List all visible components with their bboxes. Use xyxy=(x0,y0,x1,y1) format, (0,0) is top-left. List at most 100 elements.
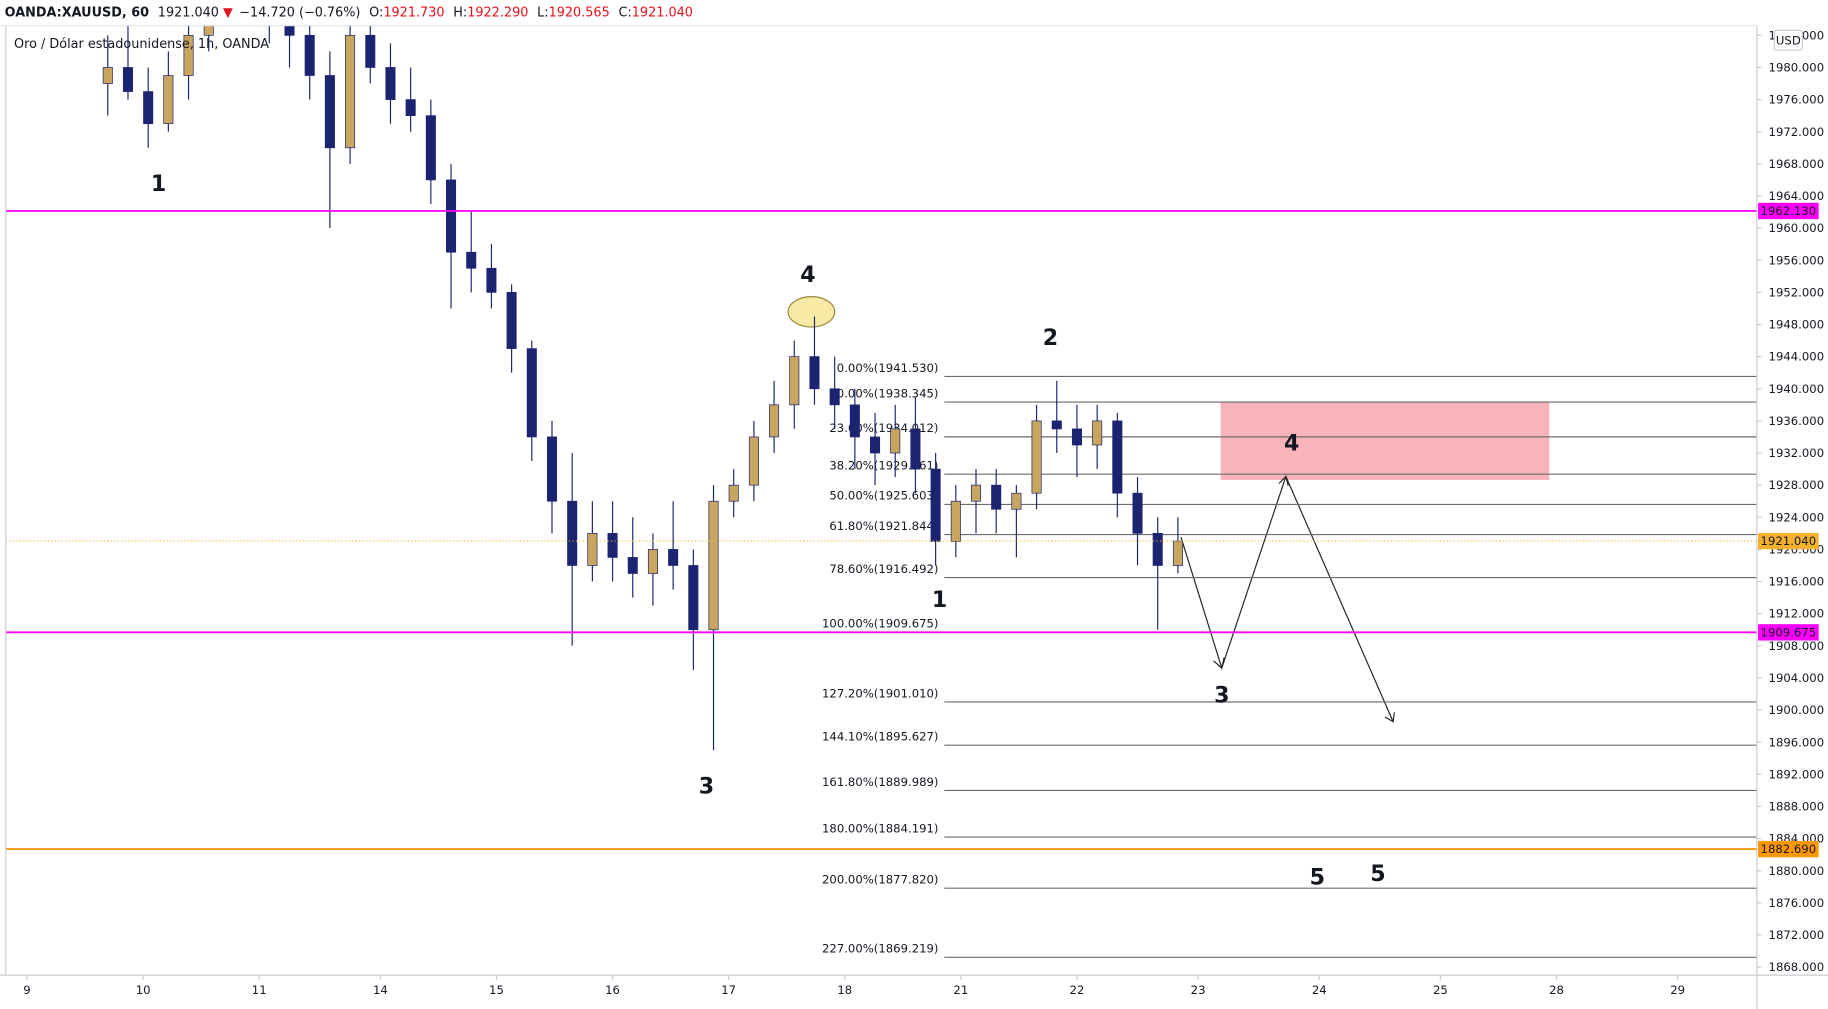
candle-body xyxy=(950,500,961,542)
x-tick-label: 28 xyxy=(1549,983,1564,997)
fib-label: 127.20%(1901.010) xyxy=(822,686,938,700)
wave-label: 2 xyxy=(1043,325,1058,351)
candle-body xyxy=(284,25,295,36)
x-tick-label: 22 xyxy=(1070,983,1085,997)
y-tick-label: 1968.000 xyxy=(1769,157,1825,171)
projection-path xyxy=(1180,474,1394,722)
price-tag xyxy=(1758,202,1819,220)
fib-label: 38.20%(1929.361) xyxy=(829,459,938,473)
y-tick-label: 1948.000 xyxy=(1769,318,1825,332)
y-tick-label: 1912.000 xyxy=(1769,607,1825,621)
wave-label: 1 xyxy=(932,587,947,613)
y-tick-label: 1928.000 xyxy=(1769,478,1825,492)
candle-body xyxy=(1112,420,1123,494)
wave-label: 4 xyxy=(1284,430,1299,456)
x-tick-label: 25 xyxy=(1433,983,1448,997)
candle-body xyxy=(668,549,679,566)
candle-body xyxy=(546,436,558,502)
x-tick-label: 15 xyxy=(489,983,504,997)
candle-body xyxy=(1092,420,1103,446)
x-tick-label: 29 xyxy=(1670,983,1685,997)
fib-label: 78.60%(1916.492) xyxy=(829,562,938,576)
candle-body xyxy=(446,179,457,253)
ohlc-value: 1921.040 xyxy=(632,5,693,20)
ohlc-label: C: xyxy=(619,5,632,20)
y-tick-label: 1936.000 xyxy=(1769,414,1825,428)
x-tick-label: 9 xyxy=(23,983,30,997)
x-tick-label: 21 xyxy=(953,983,968,997)
wave-label: 3 xyxy=(699,774,714,800)
candle-body xyxy=(728,484,739,502)
candle-body xyxy=(708,500,719,631)
candle-body xyxy=(1172,540,1183,566)
price-tag xyxy=(1758,840,1819,858)
candle-body xyxy=(930,468,941,542)
x-tick-label: 10 xyxy=(136,983,151,997)
candle-body xyxy=(183,34,194,76)
candle-body xyxy=(829,388,840,406)
candle-body xyxy=(567,500,578,566)
x-tick-label: 24 xyxy=(1312,983,1327,997)
ohlc-value: 1921.730 xyxy=(383,5,444,20)
candle-body xyxy=(769,404,780,438)
currency-box[interactable] xyxy=(1773,29,1803,51)
candle-body xyxy=(1132,492,1143,534)
wave-label: 5 xyxy=(1370,861,1385,887)
candle-body xyxy=(970,484,982,502)
ohlc-value: 1920.565 xyxy=(549,5,610,20)
wave-label: 1 xyxy=(151,171,166,197)
axes: 1868.0001872.0001876.0001880.0001884.000… xyxy=(23,28,1824,996)
highlight-ellipse xyxy=(787,296,836,328)
header: OANDA:XAUUSD, 60 1921.040 ▼ −14.720 (−0.… xyxy=(5,5,693,20)
y-tick-label: 1916.000 xyxy=(1769,575,1825,589)
fib-label: 180.00%(1884.191) xyxy=(822,821,938,835)
y-tick-label: 1868.000 xyxy=(1769,960,1825,974)
y-tick-label: 1924.000 xyxy=(1769,510,1825,524)
candle-body xyxy=(526,348,537,438)
candle-body xyxy=(910,428,921,470)
y-tick-label: 1932.000 xyxy=(1769,446,1825,460)
currency[interactable]: USD xyxy=(1776,33,1801,47)
fib-label: 200.00%(1877.820) xyxy=(822,873,938,887)
candle-body xyxy=(345,34,356,149)
y-tick-label: 1876.000 xyxy=(1769,896,1825,910)
candle-body xyxy=(627,557,638,574)
candle-body xyxy=(365,34,376,68)
price-tag xyxy=(1758,532,1819,550)
plot-area: 0.00%(1941.530) 10.00%(1938.345) 23.60%(19… xyxy=(5,25,1757,958)
y-tick-label: 1908.000 xyxy=(1769,639,1825,653)
candle-body xyxy=(587,532,598,566)
candle-body xyxy=(849,404,860,438)
candle-body xyxy=(809,356,820,390)
price-tag-label: 1882.690 xyxy=(1761,842,1817,856)
y-tick-label: 1904.000 xyxy=(1769,671,1825,685)
candle-body xyxy=(486,267,497,293)
fib-label: 144.10%(1895.627) xyxy=(822,730,938,744)
candle-body xyxy=(1152,532,1163,566)
x-tick-label: 18 xyxy=(837,983,852,997)
y-tick-label: 1964.000 xyxy=(1769,189,1825,203)
y-tick-label: 1960.000 xyxy=(1769,221,1825,235)
x-tick-label: 16 xyxy=(605,983,620,997)
wave-label: 3 xyxy=(1214,683,1229,709)
y-tick-label: 1900.000 xyxy=(1769,703,1825,717)
price-tag-label: 1909.675 xyxy=(1761,625,1817,639)
wave-label: 4 xyxy=(800,262,815,288)
fib-label: 161.80%(1889.989) xyxy=(822,775,938,789)
y-tick-label: 1944.000 xyxy=(1769,350,1825,364)
candle-body xyxy=(122,67,133,92)
price-tag-label: 1921.040 xyxy=(1761,534,1817,548)
symbol: OANDA:XAUUSD, 60 xyxy=(5,5,149,20)
wave-label: 5 xyxy=(1310,865,1325,891)
candle-body xyxy=(1031,420,1042,494)
subtitle: Oro / Dólar estadounidense, 1h, OANDA xyxy=(14,37,269,52)
candle-body xyxy=(466,251,477,269)
y-tick-label: 1892.000 xyxy=(1769,767,1825,781)
price-tag-label: 1962.130 xyxy=(1761,204,1817,218)
ohlc-value: 1922.290 xyxy=(467,5,528,20)
ohlc-label: O: xyxy=(369,5,383,20)
target-zone xyxy=(1220,401,1550,480)
y-tick-label: 1872.000 xyxy=(1769,928,1825,942)
candle-body xyxy=(143,91,154,125)
